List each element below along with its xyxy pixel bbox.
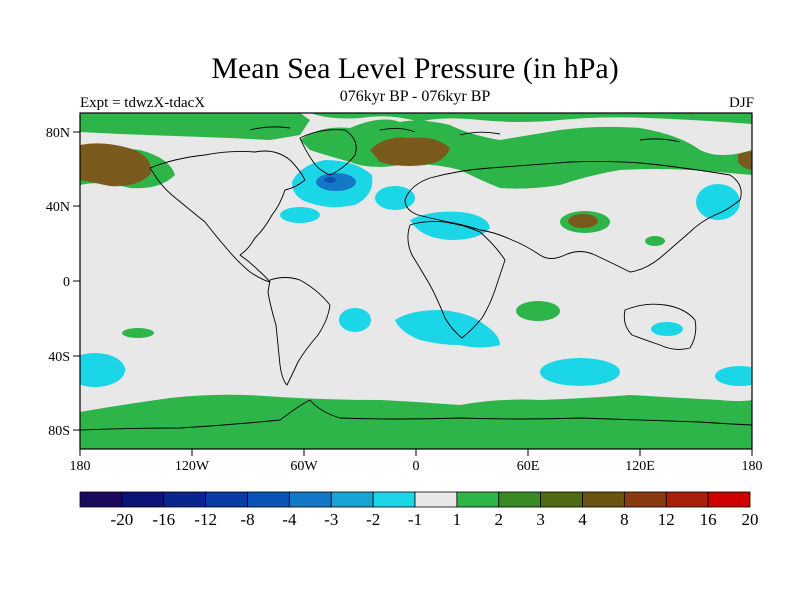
southern-ocean-green bbox=[80, 394, 752, 449]
colorbar-swatch bbox=[330, 491, 374, 508]
south-pacific-cyan-east bbox=[715, 366, 752, 386]
colorbar-swatch bbox=[414, 491, 458, 508]
x-tick-label: 0 bbox=[413, 459, 420, 474]
south-america-coast bbox=[267, 277, 331, 386]
colorbar-label: -1 bbox=[408, 510, 422, 529]
map-title: Mean Sea Level Pressure (in hPa) bbox=[211, 52, 619, 85]
east-atlantic-cyan bbox=[375, 186, 415, 210]
colorbar-swatch bbox=[456, 491, 500, 508]
colorbar-swatch bbox=[665, 491, 709, 508]
colorbar-swatch bbox=[372, 491, 416, 508]
africa-coast bbox=[407, 220, 506, 339]
strong-positive-regions bbox=[80, 137, 752, 228]
colorbar-swatch bbox=[540, 491, 583, 508]
colorbar-label: -12 bbox=[194, 510, 217, 529]
map-subtitle: 076kyr BP - 076kyr BP bbox=[339, 88, 491, 105]
colorbar-labels: -20 -16 -12 -8 -4 -3 -2 -1 1 2 3 4 8 12 16 20 bbox=[111, 510, 759, 529]
colorbar-label: -3 bbox=[324, 510, 338, 529]
y-tick-label: 80S bbox=[48, 424, 70, 439]
pressure-anomaly-fields bbox=[80, 113, 752, 449]
south-atlantic-cyan bbox=[339, 308, 371, 332]
y-tick-label: 40N bbox=[46, 200, 70, 215]
labrador-blue-core bbox=[324, 177, 336, 183]
colorbar-label: -4 bbox=[282, 510, 297, 529]
x-tick-label: 180 bbox=[70, 459, 91, 474]
colorbar-label: -2 bbox=[366, 510, 380, 529]
axis-ticks bbox=[73, 131, 753, 456]
colorbar-label: 1 bbox=[453, 510, 462, 529]
colorbar-swatch bbox=[247, 491, 290, 508]
x-tick-label: 180 bbox=[742, 459, 763, 474]
arctic-green-top bbox=[310, 113, 752, 124]
colorbar-label: 20 bbox=[742, 510, 759, 529]
greenland-sea-brown bbox=[370, 137, 450, 166]
colorbar-swatch bbox=[121, 491, 165, 508]
positive-anomaly-regions bbox=[80, 113, 752, 449]
greenland-coast bbox=[299, 129, 357, 176]
colorbar-swatch bbox=[79, 491, 123, 508]
siberia-brown-east bbox=[738, 151, 752, 170]
south-pacific-green bbox=[122, 328, 154, 338]
east-asia-cyan bbox=[696, 184, 740, 220]
indian-ocean-green bbox=[516, 301, 560, 321]
colorbar-label: 16 bbox=[700, 510, 717, 529]
southern-indian-cyan bbox=[540, 358, 620, 386]
season-label: DJF bbox=[728, 95, 754, 111]
antarctica-coast bbox=[80, 399, 752, 431]
colorbar-label: 4 bbox=[578, 510, 587, 529]
arctic-green-central bbox=[300, 119, 752, 189]
colorbar-label: -8 bbox=[240, 510, 254, 529]
south-pacific-cyan-west bbox=[80, 353, 125, 387]
australia-coast bbox=[623, 303, 697, 350]
colorbar-label: 3 bbox=[536, 510, 545, 529]
atlantic-cyan-small bbox=[280, 207, 320, 223]
y-tick-label: 40S bbox=[48, 350, 70, 365]
north-america-coast bbox=[149, 150, 306, 283]
colorbar-swatch bbox=[163, 491, 207, 508]
x-tick-label: 60E bbox=[517, 459, 540, 474]
arctic-islands-coast bbox=[249, 126, 681, 143]
colorbar-swatch bbox=[582, 491, 625, 508]
colorbar bbox=[79, 491, 751, 508]
colorbar-label: 12 bbox=[658, 510, 675, 529]
x-tick-label: 60W bbox=[290, 459, 318, 474]
colorbar-label: -16 bbox=[152, 510, 175, 529]
y-tick-label: 80N bbox=[46, 126, 70, 141]
eurasia-coast bbox=[404, 160, 742, 273]
colorbar-label: -20 bbox=[111, 510, 134, 529]
colorbar-swatch bbox=[623, 491, 667, 508]
south-africa-cyan bbox=[395, 310, 500, 348]
west-pacific-green bbox=[645, 236, 665, 246]
colorbar-swatch bbox=[707, 491, 751, 508]
tibet-brown bbox=[568, 214, 598, 228]
y-tick-label: 0 bbox=[63, 275, 70, 290]
colorbar-label: 8 bbox=[620, 510, 629, 529]
mediterranean-cyan bbox=[410, 211, 490, 240]
colorbar-swatch bbox=[498, 491, 542, 508]
labrador-blue bbox=[316, 173, 356, 191]
experiment-label: Expt = tdwzX-tdacX bbox=[80, 95, 206, 111]
colorbar-swatch bbox=[288, 491, 332, 508]
siberia-brown-west bbox=[80, 143, 151, 187]
colorbar-swatch bbox=[205, 491, 248, 508]
strong-negative-regions bbox=[316, 173, 356, 191]
colorbar-label: 2 bbox=[495, 510, 504, 529]
x-tick-label: 120W bbox=[175, 459, 210, 474]
coastlines bbox=[80, 126, 752, 431]
australia-cyan bbox=[651, 322, 683, 336]
x-tick-label: 120E bbox=[625, 459, 655, 474]
